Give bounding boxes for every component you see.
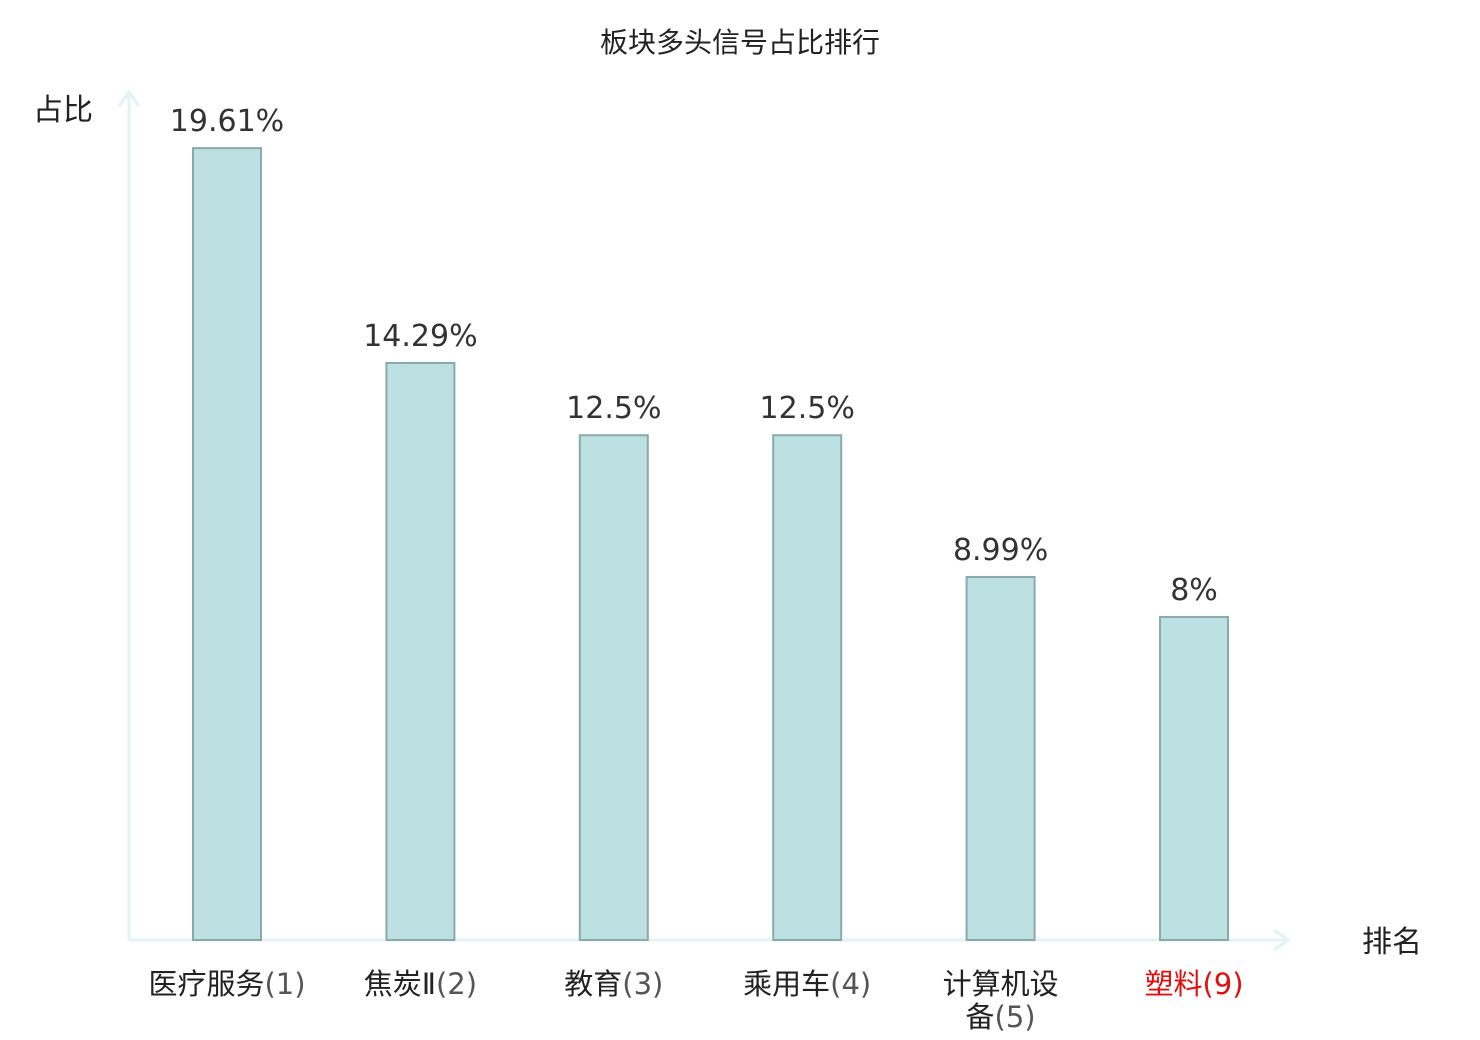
category-label: 计算机设 [943, 967, 1059, 1001]
bar [578, 434, 649, 941]
bars-group [192, 147, 1229, 941]
y-axis [117, 89, 141, 940]
y-axis-label: 占比 [33, 93, 93, 128]
value-labels-group: 19.61% 14.29% 12.5% 12.5% 8.99% 8% [170, 104, 1218, 608]
bar [385, 361, 456, 941]
category-label: 塑料(9) [1144, 967, 1243, 1001]
bar [965, 575, 1036, 941]
category-label: 焦炭Ⅱ(2) [364, 967, 477, 1001]
bar [1159, 615, 1229, 941]
value-label: 12.5% [566, 391, 661, 426]
category-label: 备(5) [966, 1000, 1036, 1034]
value-label: 14.29% [363, 319, 477, 354]
bar [772, 434, 843, 941]
x-axis [129, 928, 1291, 952]
category-label: 医疗服务(1) [148, 967, 305, 1001]
category-label: 教育(3) [564, 967, 663, 1001]
x-axis-label: 排名 [1362, 925, 1422, 960]
chart-title: 板块多头信号占比排行 [600, 26, 880, 59]
bar [192, 147, 262, 941]
value-label: 8% [1170, 573, 1218, 608]
value-label: 8.99% [953, 533, 1048, 568]
value-label: 19.61% [170, 104, 284, 139]
value-label: 12.5% [760, 391, 855, 426]
category-label: 乘用车(4) [743, 967, 871, 1001]
